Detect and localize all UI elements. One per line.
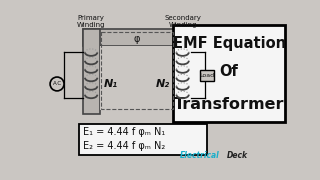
Bar (173, 25, 285, 122)
Text: Electrical: Electrical (180, 151, 220, 160)
Circle shape (50, 77, 64, 91)
Bar (101, 32, 172, 109)
Text: Primary
Winding: Primary Winding (77, 15, 105, 28)
Text: φ: φ (134, 33, 140, 44)
Text: A.C: A.C (52, 82, 62, 86)
Text: Transformer: Transformer (174, 97, 284, 112)
Text: E₂ = 4.44 f φₘ N₂: E₂ = 4.44 f φₘ N₂ (84, 141, 166, 150)
Bar (200, 70, 214, 80)
Bar (83, 29, 191, 46)
Bar (174, 29, 191, 114)
Bar (83, 29, 100, 114)
Bar (100, 46, 174, 110)
Text: N₁: N₁ (103, 79, 117, 89)
Text: N₂: N₂ (156, 79, 170, 89)
Text: Load: Load (199, 73, 214, 78)
Text: E₁ = 4.44 f φₘ N₁: E₁ = 4.44 f φₘ N₁ (84, 127, 166, 138)
Bar (79, 124, 207, 155)
Text: Of: Of (220, 64, 238, 79)
Text: Secondary
Winding: Secondary Winding (164, 15, 201, 28)
Text: Deck: Deck (227, 151, 248, 160)
Text: EMF Equation: EMF Equation (172, 36, 286, 51)
